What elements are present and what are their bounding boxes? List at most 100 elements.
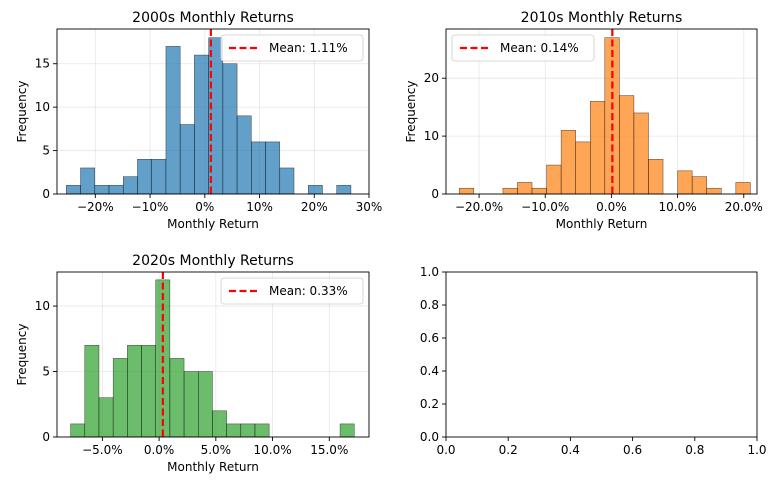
x-tick-label: −20% [77,200,114,214]
histogram-bar [112,358,128,438]
histogram-bar [179,124,195,195]
y-tick-label: 20 [424,71,439,85]
legend-box [220,34,364,62]
legend-box [451,34,595,62]
legend: Mean: 0.33% [220,277,364,305]
histogram-bar [122,176,138,195]
histogram-bar [502,187,518,195]
legend: Mean: 0.14% [451,34,595,62]
histogram-bar [677,170,693,195]
histogram-bar [66,185,81,195]
y-tick-label: 0.2 [420,397,439,411]
histogram-bar [254,423,270,438]
legend-label: Mean: 0.14% [500,41,579,55]
x-tick-label: 1.0 [747,443,766,457]
x-tick-label: 0.0% [596,200,627,214]
histogram-bar [531,187,547,195]
histogram-bar [198,371,213,438]
histogram-bar [169,358,185,438]
x-axis-label: Monthly Return [556,217,648,231]
axes-frame [445,28,758,195]
axes-frame [56,28,370,195]
histogram-bar [137,159,152,195]
histogram-bar [151,159,167,195]
subplot-title: 2010s Monthly Returns [521,10,683,26]
y-tick-label: 0.0 [420,430,439,444]
x-axis-label: Monthly Return [167,217,259,231]
histogram-bar [183,371,199,438]
x-tick-label: 0.2 [499,443,518,457]
histogram-bar [94,185,110,195]
legend-label: Mean: 1.11% [269,41,348,55]
histogram-bar [633,112,649,195]
histogram-bar [265,141,281,195]
histogram-bar [98,397,114,438]
subplot-title: 2020s Monthly Returns [132,253,294,269]
histogram-bar [339,423,355,438]
histogram-bar [141,345,156,438]
histogram-bar [735,182,751,195]
legend-box [220,277,364,305]
subplot-3: −5.0% 0.0% 5.0% 10.0% 15.0% 0 5 10 2020s Monthly… [15,253,370,474]
x-tick-label: −5.0% [82,443,123,457]
histogram-bar [307,185,323,195]
histogram-bar [575,141,591,195]
histogram-bar [251,141,266,195]
histogram-bar [619,95,635,195]
y-axis-label: Frequency [15,324,29,386]
histogram-bar [279,167,295,195]
histogram-bar [560,130,576,195]
y-tick-label: 0 [42,430,50,444]
axes-frame [56,271,370,438]
y-axis-label: Frequency [15,81,29,143]
y-tick-label: 10 [35,299,50,313]
x-tick-label: 0.0 [436,443,455,457]
histogram-bar [517,182,533,195]
x-tick-label: 0.4 [561,443,580,457]
x-tick-label: 0.6 [623,443,642,457]
histogram-bar [80,167,96,195]
histogram-bar [165,46,181,195]
histogram-bar [212,410,227,438]
subplot-title: 2000s Monthly Returns [132,10,294,26]
x-tick-label: 0.8 [685,443,704,457]
legend: Mean: 1.11% [220,34,364,62]
x-tick-label: 30% [356,200,383,214]
x-tick-label: 0% [195,200,214,214]
x-axis-label: Monthly Return [167,460,259,474]
histogram-bar [84,345,100,438]
x-tick-label: 0.0% [144,443,175,457]
histogram-bar [226,423,242,438]
x-tick-label: 10.0% [254,443,292,457]
x-tick-label: −10% [132,200,169,214]
histogram-bar [70,423,86,438]
x-tick-label: 20.0% [725,200,763,214]
histogram-bar [648,159,664,195]
y-tick-label: 0 [42,187,50,201]
x-tick-label: 10.0% [659,200,697,214]
y-tick-label: 15 [35,57,50,71]
y-tick-label: 0.4 [420,364,439,378]
x-tick-label: −20.0% [455,200,503,214]
y-tick-label: 5 [42,144,50,158]
y-tick-label: 10 [35,100,50,114]
y-tick-label: 0.8 [420,298,439,312]
subplot-2: −20.0% −10.0% 0.0% 10.0% 20.0% 0 10 20 2010s Mon… [404,10,763,231]
x-tick-label: 5.0% [201,443,232,457]
histogram-bar [222,63,238,195]
y-tick-label: 0.6 [420,331,439,345]
x-tick-label: −10.0% [521,200,569,214]
histogram-bar [691,176,707,195]
histogram-bar [194,54,209,195]
histogram-bar [108,185,124,195]
histogram-bar [240,423,256,438]
histogram-bar [706,187,722,195]
y-axis-label: Frequency [404,81,418,143]
x-tick-label: 15.0% [310,443,348,457]
axes-frame [445,271,758,438]
histogram-bar [336,185,352,195]
subplot-1: −20% −10% 0% 10% 20% 30% 0 5 10 15 2000s Monthly R… [15,10,382,231]
histogram-bar [590,101,606,195]
y-tick-label: 0 [431,187,439,201]
